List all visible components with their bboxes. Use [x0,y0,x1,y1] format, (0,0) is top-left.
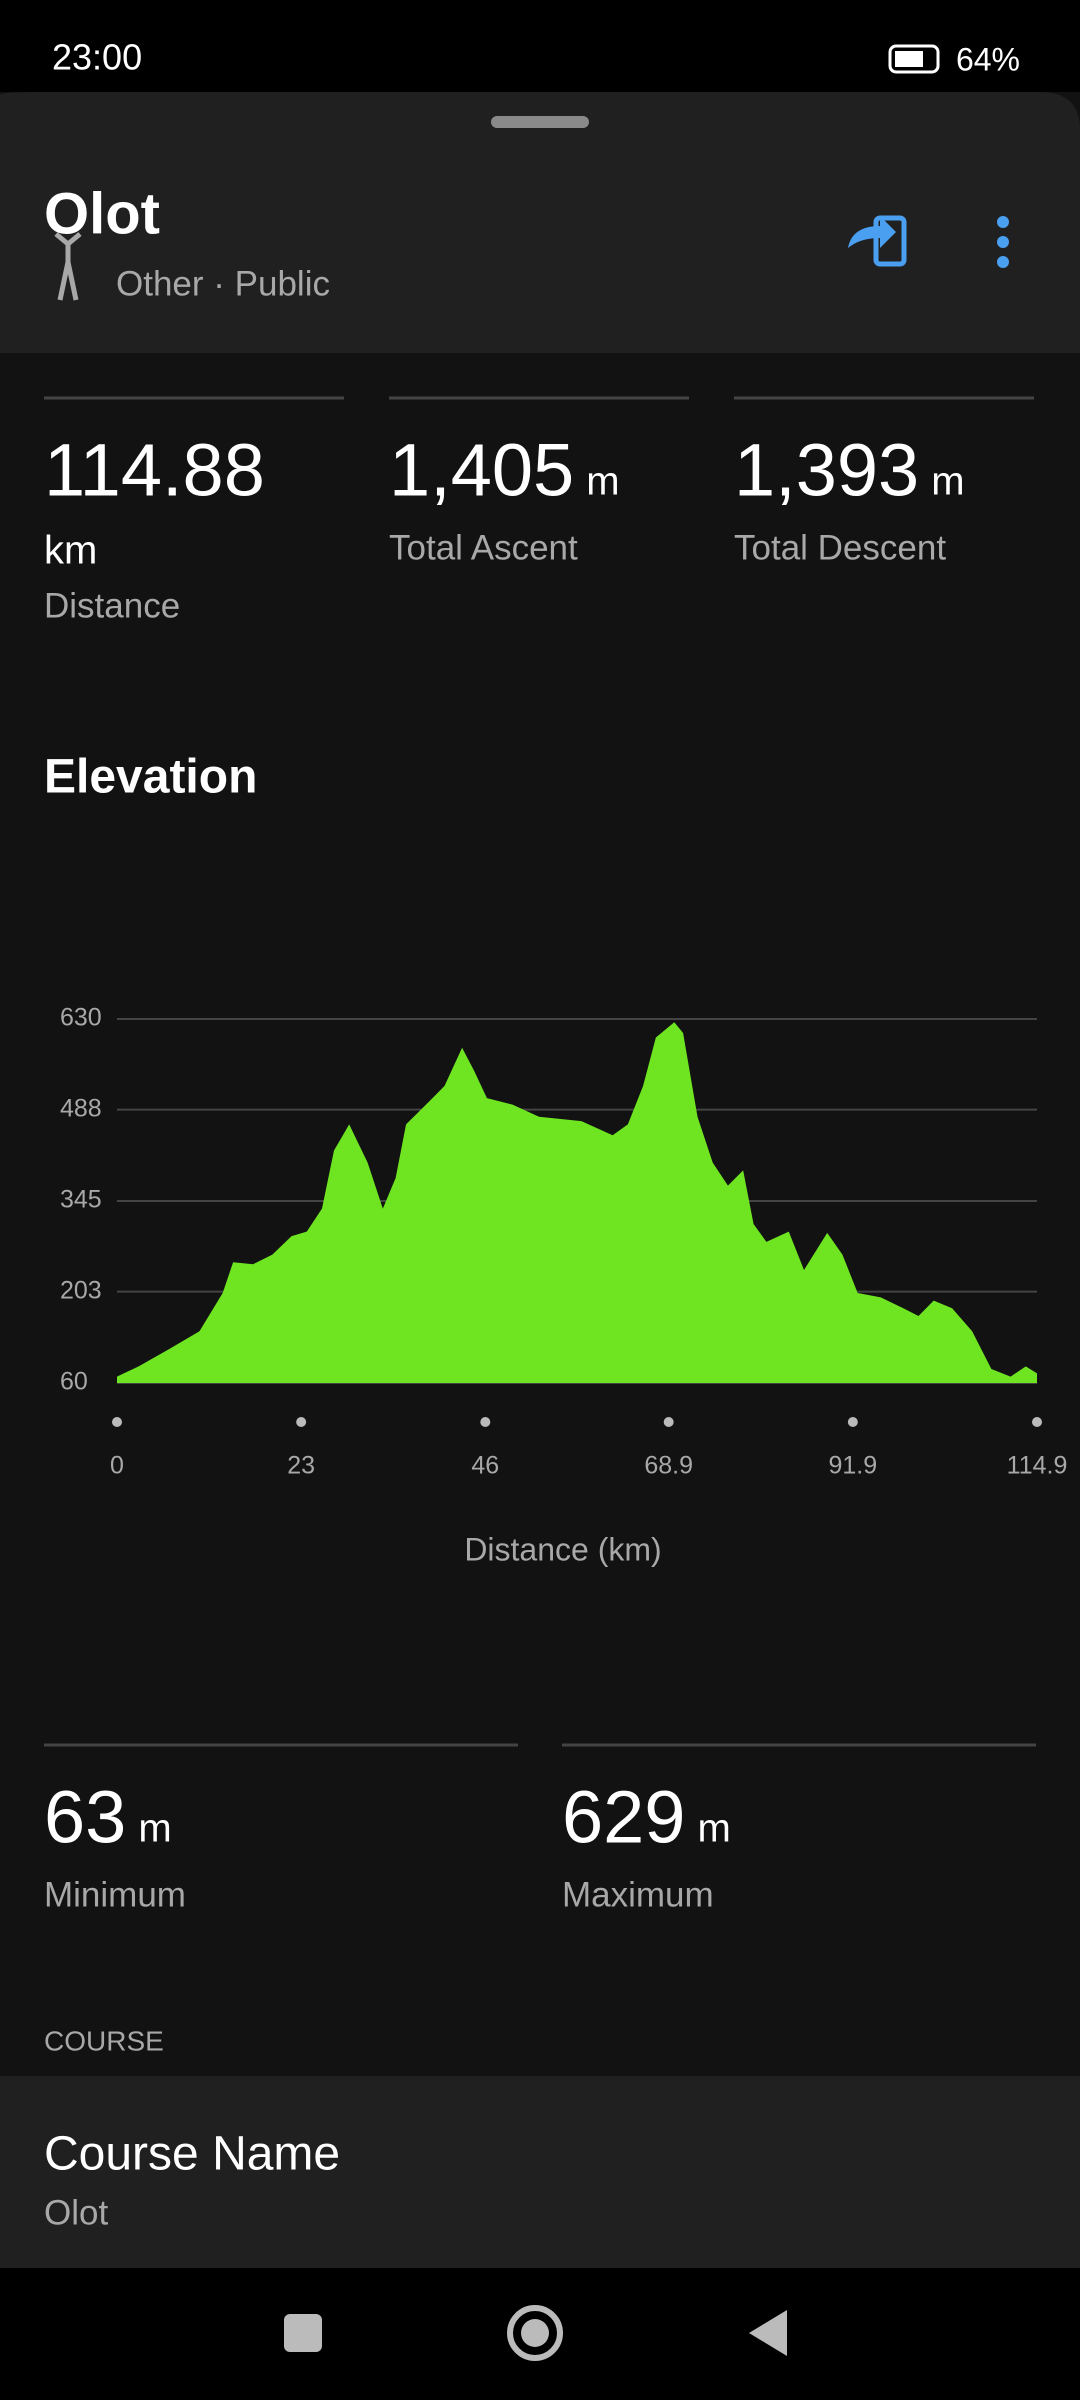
x-axis-label: Distance (km) [464,1531,661,1567]
stat-unit: m [586,460,619,504]
battery-icon [888,44,940,74]
stat-value: 629 [562,1776,685,1859]
x-tick-label: 0 [110,1452,124,1480]
x-tick-label: 91.9 [829,1452,878,1480]
y-tick-label: 60 [60,1368,88,1396]
x-tick-label: 46 [471,1452,499,1480]
status-time: 23:00 [52,37,142,78]
device-icon [873,215,907,267]
battery-level [895,51,923,67]
stat-unit: m [697,1807,730,1851]
dot [997,216,1009,228]
stat-label: Minimum [44,1875,186,1914]
dot [997,256,1009,268]
stat-unit: m [931,460,964,504]
y-tick-label: 345 [60,1186,102,1214]
x-tick-dot [112,1417,122,1427]
stat-value: 63 [44,1776,126,1859]
course-card[interactable] [0,2076,1080,2268]
header-title: Olot [44,181,160,246]
stat-value: 1,393 [734,429,919,512]
stat-label: Maximum [562,1875,714,1914]
section-label: COURSE [44,2025,164,2056]
activity-icon [54,232,82,301]
stat-unit: km [44,529,97,573]
stat-unit: m [138,1807,171,1851]
drag-handle[interactable] [491,116,589,128]
y-tick-label: 203 [60,1276,102,1304]
header-bg [0,92,1080,353]
x-tick-dot [1032,1417,1042,1427]
y-tick-label: 488 [60,1094,102,1122]
x-tick-label: 114.9 [1007,1452,1068,1480]
x-tick-dot [847,1417,858,1427]
course-label: Course Name [44,2128,340,2181]
nav-back[interactable] [749,2310,787,2356]
nav-home-dot [521,2319,549,2347]
chart-title: Elevation [44,751,257,804]
send-to-device[interactable] [848,215,907,267]
stat-value: 1,405 [389,429,574,512]
x-tick-label: 68.9 [644,1452,693,1480]
x-tick-dot [663,1417,674,1427]
more-menu[interactable] [997,216,1009,268]
status-battery: 64% [956,41,1020,77]
x-tick-dot [480,1417,491,1427]
stat-label: Distance [44,586,180,625]
course-value: Olot [44,2193,108,2232]
stat-value: 114.88 [44,429,265,512]
x-tick-label: 23 [287,1452,315,1480]
nav-home[interactable] [507,2305,563,2361]
arrow-icon [848,216,896,248]
nav-recents[interactable] [284,2314,322,2352]
header-subtitle: Other · Public [116,264,330,303]
x-tick-dot [296,1417,307,1427]
y-tick-label: 630 [60,1004,102,1032]
elevation-area [117,1022,1037,1383]
dot [997,236,1009,248]
stat-label: Total Descent [734,528,946,567]
stat-label: Total Ascent [389,528,578,567]
